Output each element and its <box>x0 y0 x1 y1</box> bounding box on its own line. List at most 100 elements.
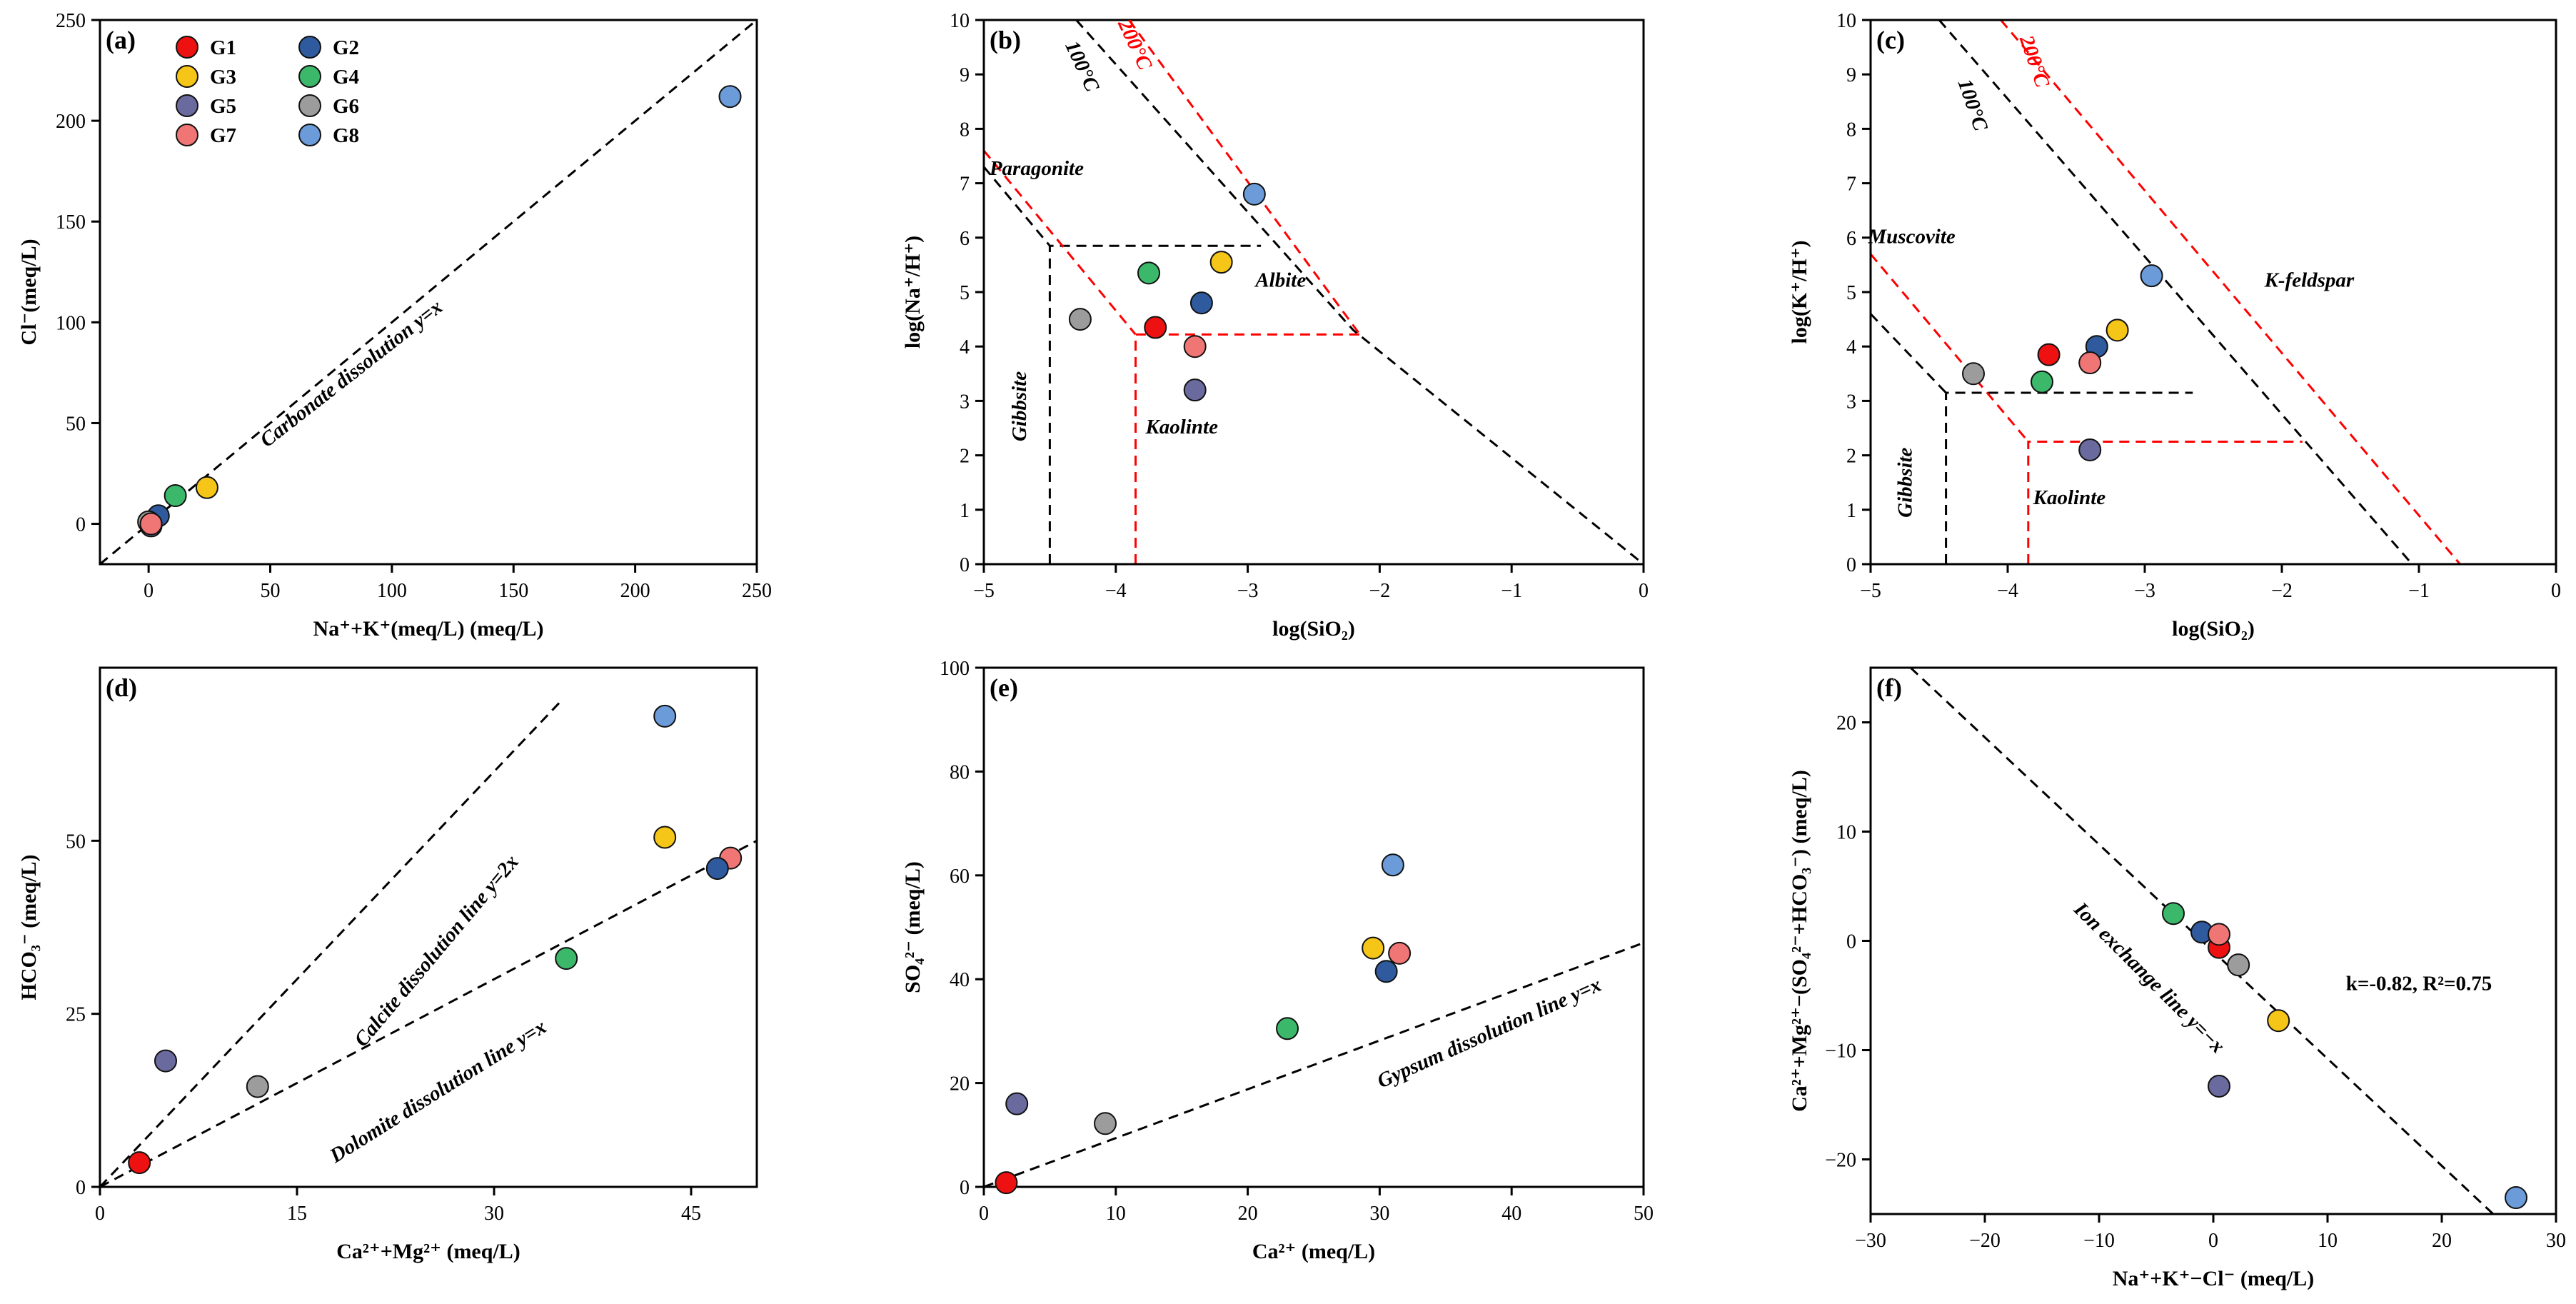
data-point-g4 <box>555 947 578 971</box>
x-tick-label: −5 <box>1860 580 1881 602</box>
y-tick-label: 60 <box>950 866 970 888</box>
legend-marker <box>176 94 198 117</box>
panel-label: (e) <box>990 673 1018 702</box>
data-point-g3 <box>2105 319 2129 342</box>
data-point-g5 <box>1183 378 1207 402</box>
x-tick-label: −1 <box>1501 580 1522 602</box>
y-tick-label: 2 <box>960 446 970 468</box>
annotation: 200°C <box>1113 15 1157 74</box>
x-tick-label: 0 <box>95 1203 105 1225</box>
x-tick-label: 10 <box>1106 1203 1126 1225</box>
annotation: Carbonate dissolution y=x <box>256 296 447 452</box>
annotation: Gibbsite <box>1008 371 1031 441</box>
x-tick-label: 20 <box>1238 1203 1258 1225</box>
legend: G1 G2 G3 G4 G5 G6 G7 G8 <box>176 36 359 147</box>
y-tick-label: 0 <box>1846 554 1856 576</box>
y-tick-label: 100 <box>56 312 86 334</box>
x-tick-label: 0 <box>2208 1230 2218 1252</box>
x-tick-label: −3 <box>1237 580 1259 602</box>
annotation: Gibbsite <box>1894 447 1917 517</box>
legend-marker <box>298 94 321 117</box>
plot-frame <box>99 666 758 1188</box>
panel-f: −30 −20 −10 0 10 20 30 −20 −10 0 10 20 Na⁺+K⁺−Cl⁻ (m… <box>1788 666 2566 1290</box>
annotation: Albite <box>1254 269 1306 291</box>
x-tick-label: 30 <box>484 1203 504 1225</box>
reference-line-black <box>1945 391 2193 564</box>
plot-frame <box>982 666 1645 1188</box>
x-tick-label: 15 <box>287 1203 307 1225</box>
annotation: k=-0.82, R²=0.75 <box>2346 972 2492 995</box>
x-tick-label: 30 <box>1369 1203 1389 1225</box>
y-tick-label: 0 <box>76 514 86 536</box>
annotation: 100°C <box>1953 76 1993 134</box>
reference-line-black <box>1938 20 2413 564</box>
y-axis-label: log(Na⁺/H⁺) <box>901 236 925 348</box>
annotation: Gypsum dissolution line y=x <box>1374 973 1604 1093</box>
reference-lines <box>984 941 1644 1187</box>
reference-line-black <box>100 20 757 564</box>
panel-label: (b) <box>990 26 1021 54</box>
x-tick-label: 200 <box>620 580 650 602</box>
legend-label: G6 <box>333 95 359 118</box>
x-tick-label: −2 <box>2271 580 2293 602</box>
reference-line-red <box>984 149 1137 336</box>
data-point-g3 <box>653 826 677 849</box>
y-tick-label: 10 <box>1836 10 1856 32</box>
annotation: Paragonite <box>989 157 1084 180</box>
reference-line-red <box>1134 333 1360 564</box>
panel-b: −5 −4 −3 −2 −1 0 0 1 2 3 4 5 6 7 8 9 10 log(SiO₂) log(Na⁺/… <box>901 10 1649 641</box>
y-tick-label: 9 <box>960 64 970 86</box>
y-tick-label: 50 <box>66 413 86 435</box>
x-tick-label: 100 <box>377 580 407 602</box>
reference-line-black <box>100 839 757 1187</box>
plot-frame <box>99 19 758 566</box>
legend-label: G4 <box>333 66 359 89</box>
reference-lines <box>1871 20 2461 564</box>
panel-label: (a) <box>106 26 136 54</box>
y-tick-label: 20 <box>950 1073 970 1095</box>
y-axis-label: SO₄²⁻ (meq/L) <box>901 861 925 993</box>
y-axis-label: Ca²⁺+Mg²⁺−(SO₄²⁻+HCO₃⁻) (meq/L) <box>1788 770 1811 1112</box>
data-point-g4 <box>1137 261 1160 285</box>
data-point-g2 <box>1374 960 1398 983</box>
x-tick-label: 0 <box>144 580 154 602</box>
y-axis-label: HCO₃⁻ (meq/L) <box>17 855 41 1000</box>
y-tick-label: 40 <box>950 969 970 991</box>
x-tick-label: −4 <box>1997 580 2018 602</box>
annotation: 100°C <box>1060 37 1104 96</box>
reference-line-black <box>984 941 1644 1187</box>
x-tick-label: −5 <box>973 580 995 602</box>
legend-label: G5 <box>210 95 236 118</box>
x-axis-label: Na⁺+K⁺(meq/L) (meq/L) <box>313 617 544 641</box>
y-tick-label: 150 <box>56 211 86 234</box>
annotation: Calcite dissolution line y=2x <box>350 851 523 1051</box>
y-axis-label: Cl⁻(meq/L) <box>17 239 41 345</box>
data-point-g7 <box>2208 923 2230 946</box>
legend-marker <box>298 65 321 88</box>
x-axis-label: Na⁺+K⁺−Cl⁻ (meq/L) <box>2113 1267 2315 1290</box>
reference-line-red <box>2000 20 2461 564</box>
data-point-g3 <box>1362 936 1385 960</box>
data-point-g8 <box>718 85 742 109</box>
y-tick-label: 3 <box>1846 391 1856 413</box>
panel-e: 0 10 20 30 40 50 0 20 40 60 80 100 Ca²⁺ (meq/L) SO₄²⁻… <box>901 658 1654 1263</box>
x-tick-label: 250 <box>742 580 772 602</box>
annotation: Kaolinte <box>2033 486 2106 509</box>
data-point-g3 <box>195 476 218 499</box>
x-axis-label: log(SiO₂) <box>1272 617 1355 641</box>
x-tick-label: 30 <box>2546 1230 2566 1252</box>
data-point-g7 <box>2078 351 2102 375</box>
legend-marker <box>176 65 198 88</box>
y-tick-label: 6 <box>960 228 970 250</box>
x-tick-label: 10 <box>2318 1230 2338 1252</box>
panel-a: 0 50 100 150 200 250 0 50 100 150 200 250 Na⁺+K⁺(meq… <box>17 10 772 641</box>
x-tick-label: 0 <box>979 1203 989 1225</box>
y-tick-label: 8 <box>960 119 970 141</box>
y-tick-label: 10 <box>950 10 970 32</box>
data-point-g1 <box>995 1171 1018 1195</box>
x-tick-label: 0 <box>1639 580 1649 602</box>
x-tick-label: 50 <box>261 580 281 602</box>
y-tick-label: 9 <box>1846 64 1856 86</box>
y-tick-label: 0 <box>1846 931 1856 953</box>
legend-marker <box>298 124 321 146</box>
